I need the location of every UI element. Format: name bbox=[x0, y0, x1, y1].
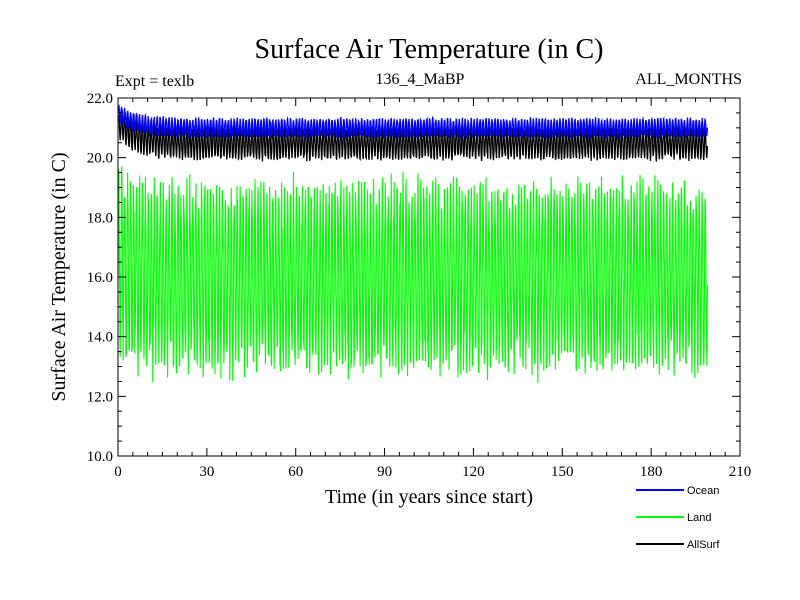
y-axis-label: Surface Air Temperature (in C) bbox=[48, 152, 70, 401]
y-tick-label: 16.0 bbox=[87, 270, 113, 286]
y-tick-label: 14.0 bbox=[87, 330, 113, 346]
series-line-ocean bbox=[118, 104, 709, 141]
y-tick-label: 20.0 bbox=[87, 151, 113, 167]
x-axis-label: Time (in years since start) bbox=[325, 486, 533, 508]
legend-label-allsurf: AllSurf bbox=[687, 539, 720, 551]
plot-area bbox=[118, 104, 709, 383]
series-line-land bbox=[118, 166, 708, 383]
months-label: ALL_MONTHS bbox=[635, 71, 742, 88]
x-tick-label: 30 bbox=[199, 464, 214, 480]
period-label: 136_4_MaBP bbox=[376, 71, 465, 88]
chart-title: Surface Air Temperature (in C) bbox=[255, 34, 604, 65]
legend-label-ocean: Ocean bbox=[687, 485, 719, 497]
series-layer bbox=[118, 104, 709, 383]
y-tick-label: 10.0 bbox=[87, 449, 113, 465]
x-tick-label: 150 bbox=[551, 464, 574, 480]
x-tick-label: 180 bbox=[640, 464, 663, 480]
legend: Ocean Land AllSurf bbox=[636, 485, 720, 551]
x-tick-label: 210 bbox=[729, 464, 752, 480]
x-tick-label: 0 bbox=[114, 464, 122, 480]
x-tick-label: 60 bbox=[288, 464, 303, 480]
y-axis: 10.0 12.0 14.0 16.0 18.0 20.0 22.0 bbox=[87, 91, 740, 465]
y-tick-label: 22.0 bbox=[87, 91, 113, 107]
y-tick-label: 18.0 bbox=[87, 210, 113, 226]
experiment-label: Expt = texlb bbox=[115, 73, 194, 90]
legend-label-land: Land bbox=[687, 512, 711, 524]
x-tick-label: 90 bbox=[377, 464, 392, 480]
y-tick-label: 12.0 bbox=[87, 389, 113, 405]
x-axis: 0 30 60 90 120 150 180 210 bbox=[114, 98, 751, 480]
x-tick-label: 120 bbox=[462, 464, 485, 480]
